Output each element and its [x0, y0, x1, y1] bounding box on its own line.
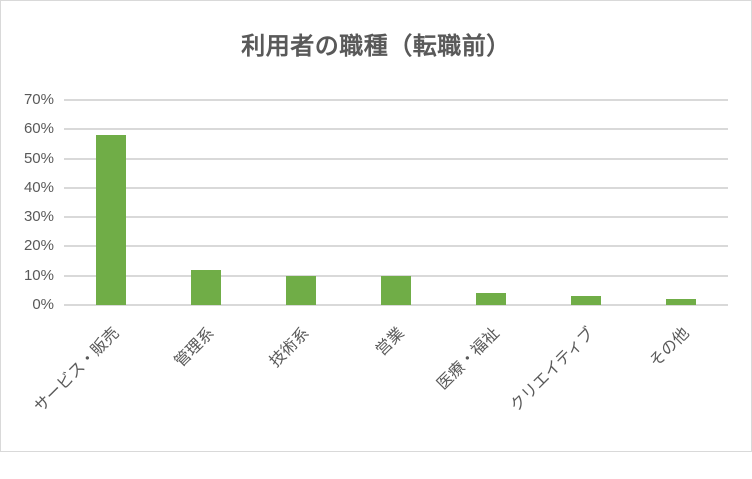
gridline [64, 99, 728, 101]
gridline [64, 157, 728, 160]
bar [381, 275, 411, 305]
y-tick-label: 0% [32, 296, 54, 313]
gridline [64, 216, 728, 219]
bar [665, 299, 696, 305]
gridline [64, 186, 728, 189]
gridline [64, 274, 728, 277]
chart-title: 利用者の職種（転職前） [241, 32, 511, 60]
gridline [64, 304, 728, 306]
y-tick-label: 20% [23, 237, 54, 255]
y-tick-label: 30% [23, 208, 54, 226]
y-tick-label: 40% [23, 178, 54, 196]
bar [286, 275, 317, 305]
gridline [64, 245, 728, 248]
y-tick-label: 10% [23, 266, 54, 284]
bar [475, 293, 506, 305]
gridline [64, 128, 728, 131]
y-tick-label: 60% [23, 120, 54, 138]
y-tick-label: 70% [23, 91, 54, 108]
bar [191, 269, 222, 305]
bar [570, 296, 601, 305]
y-tick-label: 50% [23, 149, 54, 167]
plot-area [64, 99, 728, 306]
bar [96, 135, 127, 305]
